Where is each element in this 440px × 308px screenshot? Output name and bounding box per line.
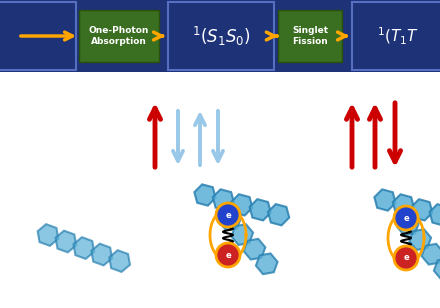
Polygon shape (194, 184, 216, 206)
Bar (168, 2, 274, 70)
Text: $^1(S_1S_0)$: $^1(S_1S_0)$ (192, 24, 250, 47)
Bar (79, 10, 159, 62)
Polygon shape (422, 244, 440, 265)
Polygon shape (434, 258, 440, 279)
Text: e: e (225, 250, 231, 260)
Bar (352, 2, 440, 70)
Polygon shape (73, 237, 94, 259)
Text: e: e (225, 210, 231, 220)
Polygon shape (219, 210, 241, 230)
Polygon shape (374, 189, 396, 211)
Circle shape (216, 203, 240, 227)
Bar (278, 10, 342, 62)
Polygon shape (55, 231, 76, 252)
Polygon shape (109, 250, 130, 272)
Text: One-Photon
Absorption: One-Photon Absorption (89, 26, 149, 46)
Polygon shape (244, 239, 265, 260)
Circle shape (216, 243, 240, 267)
Circle shape (394, 246, 418, 270)
Text: e: e (403, 253, 409, 262)
Circle shape (394, 206, 418, 230)
Polygon shape (397, 215, 419, 235)
Polygon shape (256, 253, 278, 274)
Text: Singlet
Fission: Singlet Fission (292, 26, 328, 46)
Polygon shape (92, 244, 112, 265)
Polygon shape (249, 199, 271, 221)
Polygon shape (231, 194, 253, 216)
Bar (0, 2, 76, 70)
Bar (0, 0, 440, 72)
Polygon shape (411, 199, 433, 221)
Polygon shape (429, 204, 440, 225)
Polygon shape (213, 189, 234, 211)
Text: e: e (403, 213, 409, 222)
Polygon shape (38, 224, 59, 246)
Polygon shape (231, 224, 253, 245)
Polygon shape (268, 204, 289, 225)
Text: $^1(T_1T$: $^1(T_1T$ (377, 26, 419, 47)
Polygon shape (393, 194, 414, 216)
Polygon shape (409, 229, 431, 250)
